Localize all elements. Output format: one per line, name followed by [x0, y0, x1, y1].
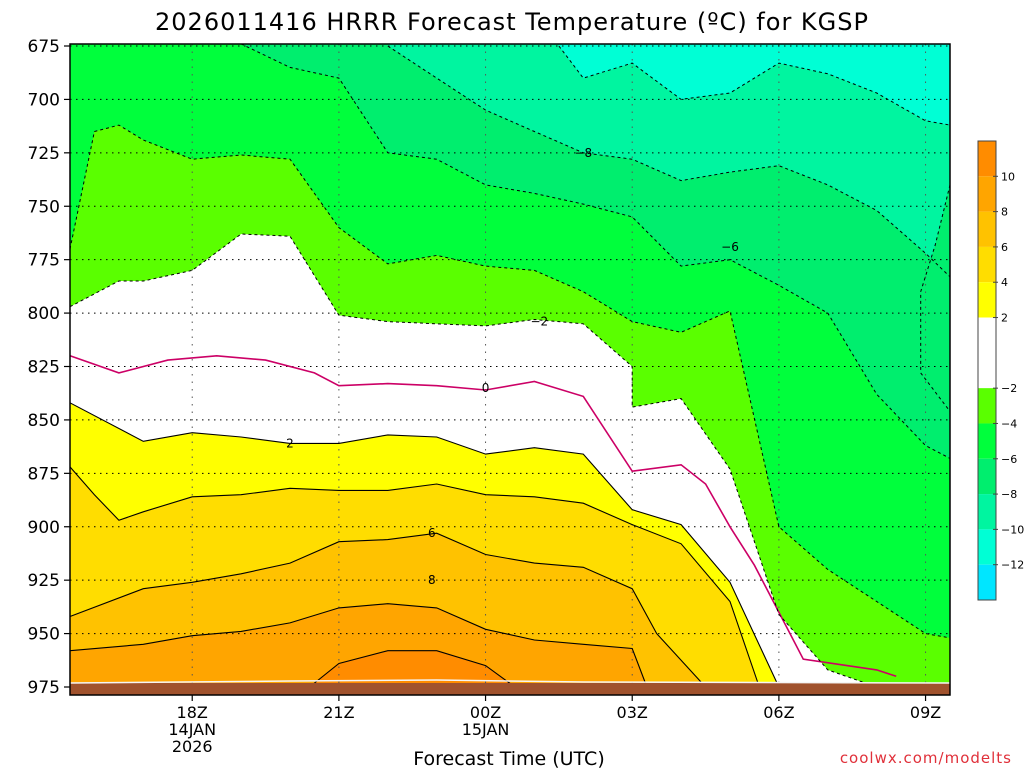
contour-10	[309, 650, 516, 688]
colorbar-frame	[977, 140, 997, 601]
colorbar-label: −10	[1001, 523, 1024, 536]
x-tick-label: 09Z	[910, 703, 941, 722]
colorbar-segment	[978, 423, 996, 459]
y-tick-label: 775	[28, 251, 60, 271]
colorbar: 10 8 6 4 2 −2 −4 −6 −8 −10 −12	[977, 140, 1024, 601]
x-tick-label: 14JAN	[168, 720, 216, 739]
chart-title: 2026011416 HRRR Forecast Temperature (ºC…	[155, 8, 869, 36]
colorbar-label: 4	[1001, 276, 1008, 289]
contour-line	[69, 233, 877, 688]
x-axis-label: Forecast Time (UTC)	[413, 748, 604, 768]
contour-label: 6	[428, 526, 436, 540]
x-tick-label: 18Z	[177, 703, 208, 722]
colorbar-label: 2	[1001, 312, 1008, 325]
contour-line	[69, 354, 897, 678]
y-tick-label: 875	[28, 464, 60, 484]
contour-label: −2	[530, 315, 548, 329]
ground-surface	[70, 683, 950, 695]
x-tick-label: 21Z	[323, 703, 354, 722]
ground-strip	[69, 679, 951, 695]
colorbar-segment	[978, 317, 996, 389]
contour-line	[69, 402, 780, 688]
contour-line	[387, 45, 951, 278]
colorbar-label: −12	[1001, 559, 1024, 572]
y-axis: 675 700 725 750 775 800 825 850 875 900 925 950 975	[28, 37, 70, 698]
y-tick-label: 725	[28, 144, 60, 164]
contour-line	[69, 603, 648, 688]
colorbar-segment	[978, 494, 996, 530]
colorbar-label: −4	[1001, 417, 1017, 430]
y-tick-label: 975	[28, 678, 60, 698]
contour-line	[920, 184, 951, 412]
colorbar-label: −2	[1001, 382, 1017, 395]
y-tick-label: 750	[28, 197, 60, 217]
contour-lines: 8 6 2 0 −2 −6 −8	[69, 43, 951, 688]
x-tick-label: 06Z	[763, 703, 794, 722]
y-tick-label: 900	[28, 518, 60, 538]
colorbar-label: 8	[1001, 206, 1008, 219]
y-tick-label: 950	[28, 625, 60, 645]
colorbar-label: 10	[1001, 170, 1015, 183]
credit-text: coolwx.com/modelts	[840, 749, 1012, 767]
colorbar-segment	[978, 388, 996, 424]
plot-frame	[69, 43, 951, 696]
y-tick-label: 825	[28, 358, 60, 378]
y-tick-label: 925	[28, 571, 60, 591]
colorbar-label: −8	[1001, 488, 1017, 501]
band-minus-6-lobe	[920, 184, 950, 412]
colorbar-segment	[978, 246, 996, 283]
contour-label: 2	[286, 436, 294, 450]
x-tick-label: 2026	[172, 737, 213, 756]
colorbar-segment	[978, 176, 996, 212]
contour-label: 8	[428, 573, 436, 587]
colorbar-segment	[978, 529, 996, 565]
band-10-to-12	[309, 650, 515, 687]
colorbar-segment	[978, 282, 996, 318]
colorbar-segment	[978, 564, 996, 600]
contour-line	[69, 466, 760, 688]
y-tick-label: 800	[28, 304, 60, 324]
contour-label: 0	[482, 381, 490, 395]
x-tick-label: 00Z	[470, 703, 501, 722]
colorbar-segment	[978, 458, 996, 495]
x-tick-label: 03Z	[617, 703, 648, 722]
contour-line	[69, 532, 707, 688]
colorbar-segment	[978, 141, 996, 177]
colorbar-segment	[978, 211, 996, 247]
ground-top-edge	[69, 679, 951, 684]
x-tick-label: 15JAN	[462, 720, 510, 739]
contour-line	[558, 45, 951, 126]
y-tick-label: 700	[28, 90, 60, 110]
y-tick-label: 675	[28, 37, 60, 57]
contour-label: −6	[721, 240, 739, 254]
contour-label: −8	[574, 146, 592, 160]
plot-area	[70, 43, 950, 696]
colorbar-label: 6	[1001, 241, 1008, 254]
band-9	[70, 603, 647, 695]
y-tick-label: 850	[28, 411, 60, 431]
colorbar-label: −6	[1001, 453, 1017, 466]
